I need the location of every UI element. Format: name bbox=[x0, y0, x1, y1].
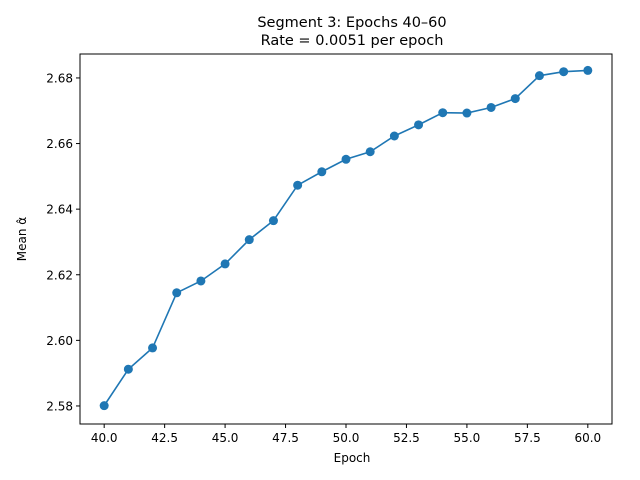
y-tick-label: 2.68 bbox=[46, 71, 73, 85]
chart-title: Segment 3: Epochs 40–60 Rate = 0.0051 pe… bbox=[257, 15, 446, 49]
data-point bbox=[244, 235, 254, 245]
data-point bbox=[365, 147, 375, 157]
data-point bbox=[341, 154, 351, 164]
x-tick-label: 47.5 bbox=[272, 431, 299, 445]
y-tick-label: 2.58 bbox=[46, 399, 73, 413]
x-tick-label: 42.5 bbox=[151, 431, 178, 445]
series-line bbox=[103, 69, 588, 407]
x-tick-label: 55.0 bbox=[454, 431, 481, 445]
y-tick-label: 2.60 bbox=[46, 334, 73, 348]
x-tick-label: 40.0 bbox=[91, 431, 118, 445]
data-point bbox=[486, 102, 496, 112]
y-axis-ticks: 2.58 2.60 2.62 2.64 2.66 2.68 bbox=[46, 71, 80, 413]
data-point bbox=[510, 94, 520, 104]
data-point bbox=[438, 108, 448, 118]
y-tick-label: 2.64 bbox=[46, 203, 73, 217]
x-tick-label: 45.0 bbox=[212, 431, 239, 445]
chart-title-line-1: Segment 3: Epochs 40–60 bbox=[257, 15, 446, 31]
x-axis-label: Epoch bbox=[334, 451, 371, 465]
x-tick-label: 57.5 bbox=[514, 431, 541, 445]
y-tick-label: 2.66 bbox=[46, 137, 73, 151]
data-point bbox=[172, 288, 182, 298]
data-point bbox=[148, 343, 158, 353]
x-tick-label: 50.0 bbox=[333, 431, 360, 445]
data-point bbox=[462, 108, 472, 118]
y-tick-label: 2.62 bbox=[46, 268, 73, 282]
x-tick-label: 60.0 bbox=[574, 431, 601, 445]
series-points bbox=[99, 65, 593, 411]
data-point bbox=[268, 216, 278, 226]
data-point bbox=[534, 71, 544, 81]
data-point bbox=[99, 401, 109, 411]
x-axis-ticks: 40.0 42.5 45.0 47.5 50.0 52.5 55.0 57.5 60.0 bbox=[91, 424, 601, 445]
data-point bbox=[123, 364, 133, 374]
data-point bbox=[220, 259, 230, 269]
data-point bbox=[317, 167, 327, 177]
x-tick-label: 52.5 bbox=[393, 431, 420, 445]
y-axis-label: Mean α̂ bbox=[15, 217, 29, 262]
data-point bbox=[559, 67, 569, 77]
data-point bbox=[389, 131, 399, 141]
data-point bbox=[583, 65, 593, 75]
data-point bbox=[293, 180, 303, 190]
chart-title-line-2: Rate = 0.0051 per epoch bbox=[261, 33, 444, 49]
data-point bbox=[196, 276, 206, 286]
plot-area-frame bbox=[79, 53, 613, 425]
data-point bbox=[414, 120, 424, 130]
